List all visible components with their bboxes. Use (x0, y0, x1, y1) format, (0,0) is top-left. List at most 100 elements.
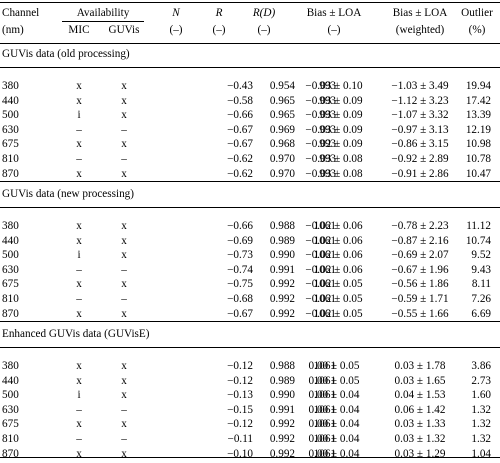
cell-mic: x (76, 234, 82, 247)
table-row: 630 – – 993 0.969 −0.67 −0.03 ± 0.09 −0.97 ± 3.… (0, 122, 500, 139)
cell-channel: 675 (2, 418, 19, 431)
header-rd-text: R(D) (252, 7, 276, 19)
cell-mic: x (76, 307, 82, 320)
cell-mic: x (76, 447, 82, 460)
cell-guvis: – (121, 403, 127, 416)
header-row-bottom: (nm) MIC GUVis (–) (–) (–) (–) (weighted… (0, 22, 500, 39)
table-row: 630 – – 1061 0.991 −0.15 0.00 ± 0.04 0.06 ± 1.4… (0, 402, 500, 419)
header-bias-weighted-unit: (weighted) (395, 24, 445, 36)
cell-outlier: 10.78 (465, 153, 491, 165)
cell-guvis: – (121, 433, 127, 445)
cell-bias-loa-weighted: −0.56 ± 1.86 (391, 278, 449, 291)
cell-r: 0.992 (269, 278, 295, 291)
cell-rd: −0.75 (227, 278, 253, 291)
cell-bias-loa: −0.02 ± 0.06 (305, 249, 363, 262)
cell-bias-loa-weighted: −1.07 ± 3.32 (391, 109, 449, 122)
cell-bias-loa: −0.03 ± 0.09 (305, 123, 363, 136)
cell-guvis: x (121, 447, 127, 460)
cell-r: 0.991 (269, 403, 295, 416)
table-row: 380 x x 1061 0.988 −0.66 −0.02 ± 0.06 −0.78 ± 2… (0, 218, 500, 235)
cell-mic: i (77, 109, 81, 122)
table-row: 500 i x 1061 0.990 −0.73 −0.02 ± 0.06 −0.69 ± 2… (0, 247, 500, 264)
cell-n: 993 (319, 123, 336, 136)
cell-r: 0.992 (269, 433, 295, 445)
cell-guvis: x (121, 220, 127, 232)
header-bias-unit: (–) (327, 24, 341, 36)
table-row: 675 x x 1061 0.992 −0.12 0.00 ± 0.04 0.03 ± 1.3… (0, 416, 500, 433)
cell-channel: 810 (2, 293, 19, 305)
cell-guvis: x (121, 80, 127, 92)
table-row: 810 – – 1061 0.992 −0.11 0.00 ± 0.04 0.03 ± 1.3… (0, 431, 500, 448)
cell-channel: 870 (2, 307, 19, 320)
cell-r: 0.968 (269, 138, 295, 151)
cell-outlier: 8.11 (471, 278, 491, 291)
top-rule (0, 2, 500, 3)
cell-bias-loa-weighted: −1.12 ± 3.23 (391, 94, 449, 107)
cell-bias-loa-weighted: −0.97 ± 3.13 (391, 123, 449, 136)
cell-bias-loa-weighted: 0.03 ± 1.33 (394, 418, 446, 431)
cell-rd: −0.15 (227, 403, 253, 416)
cell-outlier: 13.39 (465, 109, 491, 122)
cell-mic: x (76, 80, 82, 92)
cell-guvis: x (121, 374, 127, 387)
cell-n: 1061 (313, 220, 336, 232)
cell-rd: −0.66 (227, 109, 253, 122)
cell-guvis: x (121, 389, 127, 402)
cell-r: 0.989 (269, 234, 295, 247)
cell-rd: −0.58 (227, 94, 253, 107)
cell-r: 0.965 (269, 94, 295, 107)
table-row: 870 x x 993 0.970 −0.62 −0.03 ± 0.08 −0.91 ± 2.… (0, 166, 500, 183)
cell-r: 0.970 (269, 153, 295, 165)
cell-guvis: x (121, 307, 127, 320)
cell-guvis: x (121, 360, 127, 372)
header-r-text: R (215, 7, 223, 19)
cell-guvis: x (121, 167, 127, 180)
cell-channel: 440 (2, 234, 19, 247)
section-rule (0, 67, 500, 68)
cell-r: 0.990 (269, 389, 295, 402)
cell-bias-loa: −0.03 ± 0.09 (305, 109, 363, 122)
cell-bias-loa: −0.03 ± 0.10 (305, 80, 363, 92)
cell-bias-loa: 0.00 ± 0.04 (308, 389, 360, 402)
cell-guvis: x (121, 109, 127, 122)
cell-bias-loa-weighted: −0.59 ± 1.71 (391, 293, 449, 305)
table-row: 630 – – 1061 0.991 −0.74 −0.02 ± 0.06 −0.67 ± 1… (0, 262, 500, 279)
cell-channel: 440 (2, 94, 19, 107)
cell-r: 0.954 (269, 80, 295, 92)
cell-bias-loa-weighted: −0.55 ± 1.66 (391, 307, 449, 320)
section-divider (0, 181, 500, 182)
cell-r: 0.965 (269, 109, 295, 122)
cell-mic: – (76, 153, 82, 165)
cell-outlier: 6.69 (471, 307, 491, 320)
cell-bias-loa: 0.00 ± 0.04 (308, 447, 360, 460)
table-row: 675 x x 1061 0.992 −0.75 −0.02 ± 0.05 −0.56 ± 1… (0, 276, 500, 293)
cell-guvis: x (121, 138, 127, 151)
cell-rd: −0.67 (227, 307, 253, 320)
cell-bias-loa: −0.03 ± 0.08 (305, 167, 363, 180)
cell-outlier: 10.74 (465, 234, 491, 247)
header-rd: R(D) (253, 5, 275, 22)
cell-n: 993 (319, 80, 336, 92)
cell-bias-loa: 0.00 ± 0.04 (308, 418, 360, 431)
cell-outlier: 1.32 (471, 433, 491, 445)
cell-bias-loa-weighted: −0.69 ± 2.07 (391, 249, 449, 262)
cell-rd: −0.74 (227, 263, 253, 276)
cell-outlier: 2.73 (471, 374, 491, 387)
table-row: 675 x x 993 0.968 −0.67 −0.02 ± 0.09 −0.86 ± 3.… (0, 136, 500, 153)
cell-outlier: 19.94 (465, 80, 491, 92)
header-n-unit: (–) (169, 24, 183, 36)
cell-outlier: 1.04 (471, 447, 491, 460)
cell-mic: i (77, 249, 81, 262)
cell-rd: −0.73 (227, 249, 253, 262)
cell-mic: – (76, 293, 82, 305)
cell-guvis: x (121, 234, 127, 247)
cell-r: 0.992 (269, 418, 295, 431)
header-availability: Availability (76, 7, 130, 19)
cell-n: 1061 (313, 433, 336, 445)
cell-bias-loa: 0.00 ± 0.04 (308, 403, 360, 416)
cell-n: 993 (319, 109, 336, 122)
cell-n: 1061 (313, 278, 336, 291)
cell-bias-loa-weighted: 0.03 ± 1.78 (394, 360, 446, 372)
table-row: 440 x x 993 0.965 −0.58 −0.03 ± 0.09 −1.12 ± 3.… (0, 93, 500, 110)
cell-rd: −0.12 (227, 418, 253, 431)
